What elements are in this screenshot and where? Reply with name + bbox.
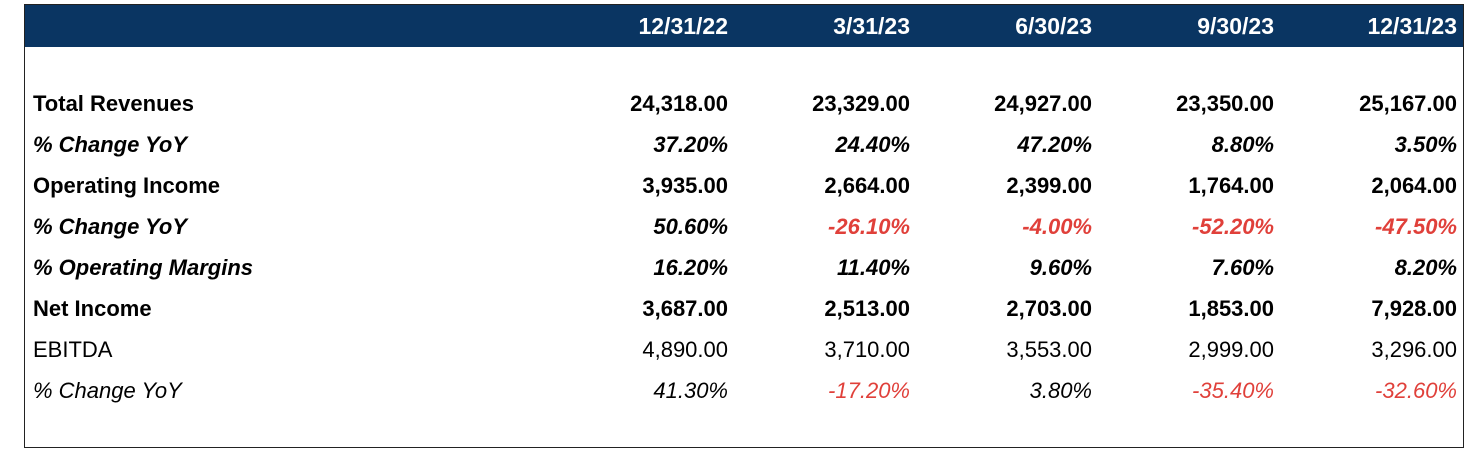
header-date: 12/31/22: [638, 13, 728, 39]
cell-value: 3,687.00: [642, 296, 728, 321]
cell-value: 2,703.00: [1006, 296, 1092, 321]
cell-value: 3.50%: [1394, 132, 1457, 157]
cell-value: 16.20%: [653, 255, 728, 280]
cell-value: -17.20%: [828, 378, 910, 403]
cell-value: 2,999.00: [1188, 337, 1274, 362]
row-operating-income: Operating Income 3,935.00 2,664.00 2,399…: [25, 166, 1463, 206]
cell-value: 25,167.00: [1359, 91, 1457, 116]
cell-value: -35.40%: [1192, 378, 1274, 403]
row-label: Operating Income: [33, 173, 221, 198]
row-ebitda-change-yoy: % Change YoY 41.30% -17.20% 3.80% -35.40…: [25, 371, 1463, 411]
cell-value: 2,513.00: [824, 296, 910, 321]
cell-value: 2,064.00: [1371, 173, 1457, 198]
cell-value: 3,553.00: [1006, 337, 1092, 362]
cell-value: 8.20%: [1394, 255, 1457, 280]
cell-value: 23,350.00: [1176, 91, 1274, 116]
row-operating-margins: % Operating Margins 16.20% 11.40% 9.60% …: [25, 248, 1463, 288]
cell-value: 7.60%: [1211, 255, 1274, 280]
header-date: 3/31/23: [833, 13, 910, 39]
header-date: 12/31/23: [1367, 13, 1457, 39]
cell-value: 3,710.00: [824, 337, 910, 362]
cell-value: 2,399.00: [1006, 173, 1092, 198]
cell-value: 9.60%: [1029, 255, 1092, 280]
cell-value: 50.60%: [653, 214, 728, 239]
row-label: % Change YoY: [33, 378, 182, 403]
cell-value: 2,664.00: [824, 173, 910, 198]
header-date: 9/30/23: [1197, 13, 1274, 39]
financial-table: 12/31/22 3/31/23 6/30/23 9/30/23 12/31/2…: [24, 4, 1464, 448]
row-label: Net Income: [33, 296, 152, 321]
cell-value: 4,890.00: [642, 337, 728, 362]
cell-value: 24,318.00: [630, 91, 728, 116]
row-net-income: Net Income 3,687.00 2,513.00 2,703.00 1,…: [25, 289, 1463, 329]
cell-value: 24.40%: [835, 132, 910, 157]
cell-value: 8.80%: [1211, 132, 1274, 157]
cell-value: 47.20%: [1017, 132, 1092, 157]
cell-value: 7,928.00: [1371, 296, 1457, 321]
row-revenue-change-yoy: % Change YoY 37.20% 24.40% 47.20% 8.80% …: [25, 125, 1463, 165]
row-operating-income-change-yoy: % Change YoY 50.60% -26.10% -4.00% -52.2…: [25, 207, 1463, 247]
header-date: 6/30/23: [1015, 13, 1092, 39]
cell-value: -26.10%: [828, 214, 910, 239]
cell-value: -4.00%: [1022, 214, 1092, 239]
cell-value: -47.50%: [1375, 214, 1457, 239]
cell-value: 3,296.00: [1371, 337, 1457, 362]
cell-value: 3.80%: [1029, 378, 1092, 403]
row-label: % Change YoY: [33, 132, 188, 157]
row-label: EBITDA: [33, 337, 113, 362]
cell-value: 41.30%: [653, 378, 728, 403]
cell-value: -32.60%: [1375, 378, 1457, 403]
cell-value: 11.40%: [837, 255, 910, 280]
row-label: % Change YoY: [33, 214, 188, 239]
cell-value: 1,853.00: [1188, 296, 1274, 321]
row-label: Total Revenues: [33, 91, 194, 116]
row-total-revenues: Total Revenues 24,318.00 23,329.00 24,92…: [25, 84, 1463, 124]
cell-value: 23,329.00: [812, 91, 910, 116]
row-ebitda: EBITDA 4,890.00 3,710.00 3,553.00 2,999.…: [25, 330, 1463, 370]
row-label: % Operating Margins: [33, 255, 254, 280]
cell-value: 3,935.00: [642, 173, 728, 198]
table-header: 12/31/22 3/31/23 6/30/23 9/30/23 12/31/2…: [25, 5, 1463, 47]
cell-value: 1,764.00: [1188, 173, 1274, 198]
cell-value: 37.20%: [653, 132, 728, 157]
cell-value: -52.20%: [1192, 214, 1274, 239]
cell-value: 24,927.00: [994, 91, 1092, 116]
